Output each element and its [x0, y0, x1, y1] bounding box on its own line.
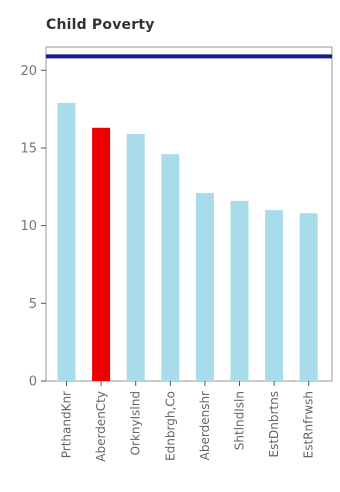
- bar: [126, 133, 145, 381]
- y-tick-label: 20: [20, 64, 37, 79]
- x-axis: PrthandKnr AberdenCty OrknyIslnd Ednbrgh,Co…: [60, 381, 316, 462]
- bar: [92, 127, 111, 381]
- y-axis: 0 5 10 15 20: [20, 64, 46, 390]
- y-tick-label: 10: [20, 219, 37, 234]
- bar: [161, 154, 180, 381]
- chart-title: Child Poverty: [46, 17, 155, 33]
- x-tick-label: OrknyIslnd: [129, 391, 143, 455]
- x-tick-label: Aberdenshr: [198, 391, 212, 460]
- x-tick-label: AberdenCty: [94, 391, 108, 462]
- y-tick-label: 0: [29, 375, 37, 390]
- y-tick-label: 5: [29, 297, 37, 312]
- y-tick-label: 15: [20, 141, 37, 156]
- bar: [230, 200, 249, 381]
- bar: [57, 102, 76, 381]
- plot-area: [45, 46, 333, 382]
- x-tick-label: PrthandKnr: [60, 391, 74, 458]
- x-tick-label: Ednbrgh,Co: [163, 391, 177, 461]
- bar: [195, 193, 214, 381]
- x-tick-label: ShtlndIsln: [233, 391, 247, 450]
- bar: [265, 210, 284, 381]
- bar: [299, 213, 318, 381]
- x-tick-label: EstRnfrwsh: [302, 391, 316, 458]
- x-tick-label: EstDnbrtns: [267, 391, 281, 458]
- plot-frame: [45, 46, 333, 382]
- bars: [57, 102, 318, 381]
